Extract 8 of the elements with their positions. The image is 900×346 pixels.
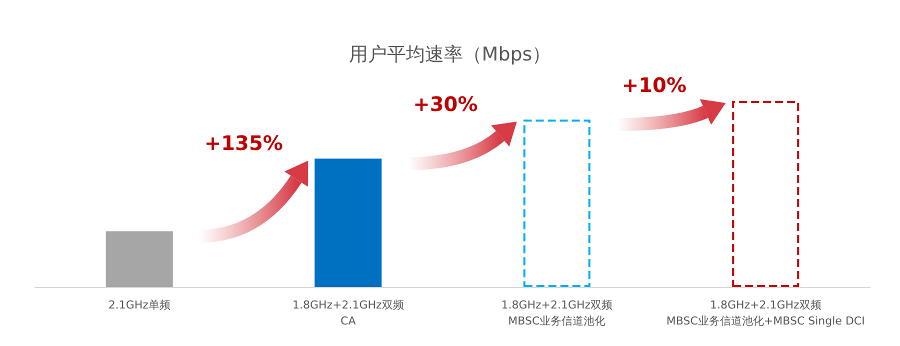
x-tick-label: 1.8GHz+2.1GHz双频 MBSC业务信道池化+MBSC Single DCI [666,298,865,328]
annotation: +135% [204,130,283,155]
x-tick-label: 2.1GHz单频 [108,298,170,312]
x-tick-label: 1.8GHz+2.1GHz双频 CA [292,298,404,328]
text: +10% [622,73,687,97]
chart-title: 用户平均速率（Mbps） [348,44,552,66]
x-tick-label: 1.8GHz+2.1GHz双频 MBSC业务信道池化 [501,298,613,328]
annotation: +30% [413,92,478,116]
